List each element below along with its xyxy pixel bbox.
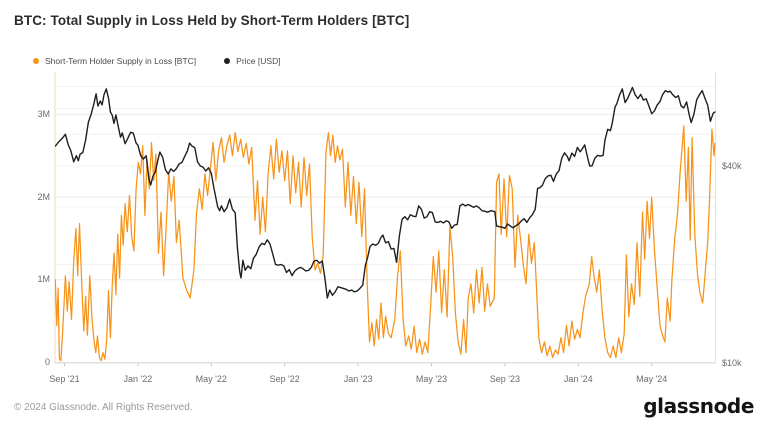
y-left-tick-label: 0 [44,357,50,367]
legend-item-supply-in-loss[interactable]: Short-Term Holder Supply in Loss [BTC] [33,56,196,66]
legend: Short-Term Holder Supply in Loss [BTC] P… [33,56,281,66]
x-tick-label: Sep '21 [49,374,80,384]
supply-in-loss-swatch-icon [33,58,39,64]
x-tick-label: Jan '23 [343,374,373,384]
y-left-tick-label: 3M [37,108,50,119]
y-right-tick-label: $10k [722,357,742,368]
y-right-tick-label: $40k [722,160,742,171]
glassnode-logo: glassnode [643,394,754,418]
x-tick-label: May '23 [415,374,448,384]
x-tick-label: Jan '24 [563,374,593,384]
x-tick-label: May '24 [636,374,668,384]
chart-title: BTC: Total Supply in Loss Held by Short-… [14,13,410,28]
legend-label-price: Price [USD] [236,56,281,66]
x-tick-label: Jan '22 [123,374,153,384]
x-tick-label: Sep '22 [269,374,300,384]
y-left-tick-label: 2M [37,191,50,202]
x-tick-label: Sep '23 [489,374,521,384]
legend-label-supply-in-loss: Short-Term Holder Supply in Loss [BTC] [45,56,197,66]
copyright-text: © 2024 Glassnode. All Rights Reserved. [14,402,193,413]
price-series [55,86,716,299]
x-tick-label: May '22 [195,374,227,384]
price-swatch-icon [224,58,231,64]
legend-item-price[interactable]: Price [USD] [224,56,281,66]
y-left-tick-label: 1M [37,274,50,285]
supply-in-loss-series [55,125,716,362]
